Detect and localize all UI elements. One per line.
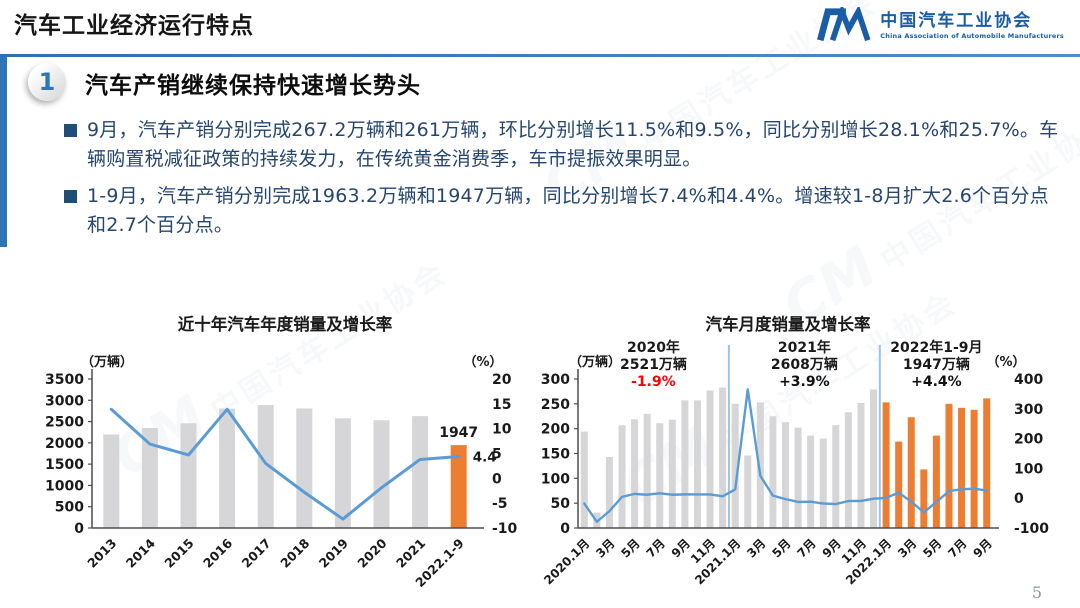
svg-text:3000: 3000	[45, 393, 84, 409]
svg-text:4.4: 4.4	[473, 449, 497, 465]
svg-text:（%）: （%）	[463, 354, 502, 370]
section-number-badge: 1	[28, 63, 66, 101]
svg-text:（万辆）: （万辆）	[569, 354, 621, 370]
svg-text:-1.9%: -1.9%	[631, 374, 676, 390]
svg-text:7月: 7月	[945, 536, 969, 560]
bullet-marker	[64, 189, 77, 203]
svg-text:（万辆）: （万辆）	[81, 354, 133, 370]
page-number: 5	[1031, 583, 1042, 602]
svg-text:2017: 2017	[239, 536, 274, 571]
svg-text:2000: 2000	[45, 436, 84, 452]
svg-text:近十年汽车年度销量及增长率: 近十年汽车年度销量及增长率	[178, 314, 393, 334]
svg-text:50: 50	[551, 496, 571, 512]
svg-text:+4.4%: +4.4%	[911, 374, 962, 390]
svg-text:200: 200	[541, 422, 570, 438]
svg-text:5月: 5月	[618, 536, 642, 560]
svg-text:0: 0	[492, 471, 502, 487]
bullet-list: 9月，汽车产销分别完成267.2万辆和261万辆，环比分别增长11.5%和9.5…	[64, 116, 1066, 248]
svg-text:15: 15	[492, 397, 511, 413]
svg-text:7月: 7月	[644, 536, 668, 560]
bullet-text: 1-9月，汽车产销分别完成1963.2万辆和1947万辆，同比分别增长7.4%和…	[87, 184, 1049, 237]
monthly-sales-chart: 汽车月度销量及增长率 （万辆） （%） 300 250 200 150 100 50 0 400 30…	[540, 298, 1080, 600]
svg-text:7月: 7月	[794, 536, 818, 560]
svg-text:2013: 2013	[84, 536, 119, 571]
bullet-item: 9月，汽车产销分别完成267.2万辆和261万辆，环比分别增长11.5%和9.5…	[64, 116, 1066, 175]
bullet-item: 1-9月，汽车产销分别完成1963.2万辆和1947万辆，同比分别增长7.4%和…	[64, 182, 1066, 241]
svg-text:200: 200	[1014, 432, 1043, 448]
svg-text:1000: 1000	[45, 478, 84, 494]
svg-text:100: 100	[1014, 461, 1043, 477]
page-title: 汽车工业经济运行特点	[14, 13, 254, 39]
svg-text:5: 5	[492, 447, 502, 463]
svg-text:3月: 3月	[593, 536, 617, 560]
svg-text:0: 0	[74, 521, 84, 537]
svg-text:-100: -100	[1014, 521, 1049, 537]
svg-text:2021: 2021	[393, 536, 428, 571]
svg-text:2022年1-9月: 2022年1-9月	[890, 339, 982, 356]
caam-logo-icon	[817, 7, 871, 42]
caam-logo: 中国汽车工业协会 China Association of Automobile…	[816, 7, 1064, 45]
logo-org-name-en: China Association of Automobile Manufact…	[880, 31, 1064, 40]
svg-text:1500: 1500	[45, 457, 84, 473]
svg-text:2016: 2016	[200, 535, 235, 570]
svg-text:2020年: 2020年	[627, 339, 680, 356]
annual-sales-chart: 近十年汽车年度销量及增长率 （万辆） （%） 3500 3000 2500 2000 1500…	[20, 298, 520, 600]
svg-text:2015: 2015	[161, 536, 196, 571]
svg-text:2500: 2500	[45, 415, 84, 431]
svg-text:5月: 5月	[769, 536, 793, 560]
svg-text:汽车月度销量及增长率: 汽车月度销量及增长率	[706, 314, 871, 334]
svg-text:+3.9%: +3.9%	[779, 374, 830, 390]
svg-text:400: 400	[1014, 372, 1043, 388]
svg-text:3月: 3月	[744, 536, 768, 560]
svg-text:2018: 2018	[277, 536, 312, 571]
svg-text:（%）: （%）	[986, 354, 1025, 370]
svg-text:20: 20	[492, 372, 512, 388]
svg-text:2019: 2019	[316, 536, 351, 571]
svg-text:-5: -5	[492, 496, 508, 512]
svg-text:5月: 5月	[920, 536, 944, 560]
svg-text:300: 300	[1014, 402, 1043, 418]
section-heading: 汽车产销继续保持快速增长势头	[85, 73, 421, 99]
svg-text:2014: 2014	[123, 535, 158, 570]
svg-text:0: 0	[560, 521, 570, 537]
svg-text:2020: 2020	[354, 535, 389, 570]
svg-text:150: 150	[541, 447, 570, 463]
svg-text:9月: 9月	[971, 536, 995, 560]
svg-text:300: 300	[541, 372, 570, 388]
section-accent-bar	[0, 57, 7, 247]
header-divider	[0, 54, 1080, 57]
svg-text:100: 100	[541, 471, 570, 487]
svg-text:-10: -10	[492, 521, 518, 537]
svg-text:10: 10	[492, 422, 512, 438]
svg-text:3月: 3月	[895, 536, 919, 560]
svg-text:2608万辆: 2608万辆	[771, 356, 838, 373]
svg-text:500: 500	[55, 500, 84, 516]
svg-text:0: 0	[1014, 491, 1024, 507]
svg-text:2521万辆: 2521万辆	[620, 356, 687, 373]
svg-text:2021年: 2021年	[778, 339, 831, 356]
svg-text:1947万辆: 1947万辆	[903, 356, 970, 373]
logo-org-name-cn: 中国汽车工业协会	[880, 11, 1033, 32]
svg-text:3500: 3500	[45, 372, 84, 388]
bullet-text: 9月，汽车产销分别完成267.2万辆和261万辆，环比分别增长11.5%和9.5…	[87, 119, 1059, 171]
svg-text:1947: 1947	[439, 425, 478, 441]
svg-text:2020.1月: 2020.1月	[541, 536, 592, 587]
svg-text:250: 250	[541, 397, 570, 413]
bullet-marker	[64, 124, 77, 137]
